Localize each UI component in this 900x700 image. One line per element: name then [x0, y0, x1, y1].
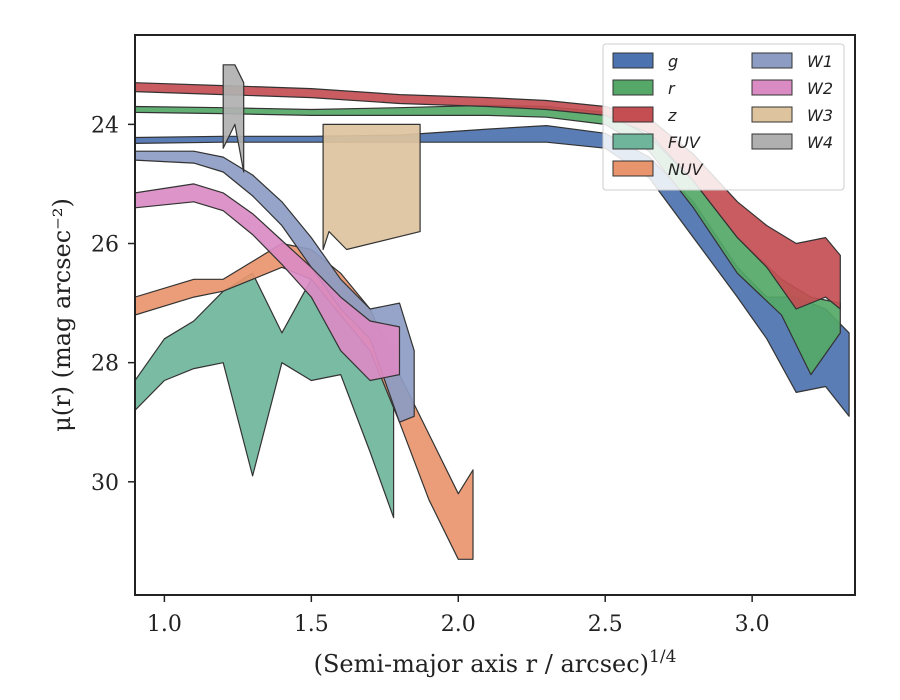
- legend-swatch-g: [612, 52, 654, 69]
- ticks-layer: 1.0 1.5 2.0 2.5 3.0 24 26 28 30: [91, 113, 770, 637]
- series-band-w1: [135, 150, 415, 423]
- plot-frame: [134, 34, 856, 596]
- y-tick-label: 28: [91, 352, 119, 377]
- x-axis-title: (Semi-major axis r / arcsec)1/4: [314, 647, 677, 678]
- y-axis-title: μ(r) (mag arcsec⁻²): [48, 198, 76, 432]
- legend-label-fuv: FUV: [668, 133, 701, 152]
- x-tick-label: 1.0: [147, 612, 182, 637]
- legend-label-w1: W1: [807, 52, 833, 71]
- y-tick-label: 24: [91, 113, 119, 138]
- legend-swatch-fuv: [612, 133, 654, 150]
- legend-label-z: z: [667, 106, 677, 125]
- y-tick-label: 30: [91, 471, 119, 496]
- series-band-nuv: [135, 242, 474, 560]
- legend-swatch-w2: [751, 79, 793, 96]
- legend-label-g: g: [668, 52, 678, 71]
- legend-swatch-w3: [751, 106, 793, 123]
- legend-swatch-z: [612, 106, 654, 123]
- legend-label-r: r: [668, 79, 676, 98]
- legend-swatch-r: [612, 79, 654, 96]
- legend-swatch-w4: [751, 133, 793, 150]
- series-band-w3: [322, 123, 421, 251]
- legend-swatch-nuv: [612, 160, 654, 177]
- series-band-g: [135, 124, 850, 417]
- x-axis-title-main: (Semi-major axis r / arcsec): [314, 650, 649, 678]
- series-band-w4: [222, 64, 245, 173]
- legend-swatch-w1: [751, 52, 793, 69]
- legend: grz FUV NUV W1 W2 W3 W4: [602, 43, 845, 191]
- x-tick-label: 2.0: [441, 612, 476, 637]
- y-tick-label: 26: [91, 233, 119, 258]
- legend-label-w2: W2: [807, 79, 833, 98]
- legend-label-w3: W3: [807, 106, 833, 125]
- series-band-w2: [135, 183, 401, 382]
- legend-label-w4: W4: [807, 133, 833, 152]
- x-tick-label: 1.5: [294, 612, 329, 637]
- x-tick-label: 2.5: [588, 612, 623, 637]
- x-axis-title-exponent: 1/4: [649, 647, 676, 667]
- legend-label-nuv: NUV: [668, 160, 704, 179]
- x-tick-label: 3.0: [735, 612, 770, 637]
